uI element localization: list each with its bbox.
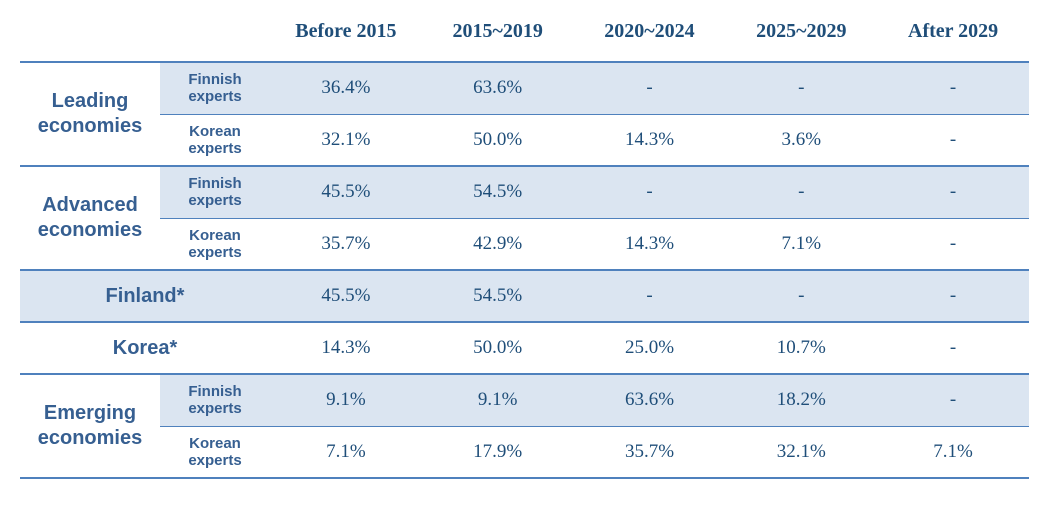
- cell: -: [877, 270, 1029, 322]
- cell: 7.1%: [877, 426, 1029, 478]
- table-row: Korean experts 7.1% 17.9% 35.7% 32.1% 7.…: [20, 426, 1029, 478]
- cell: 9.1%: [270, 374, 422, 426]
- group-emerging: Emerging economies: [20, 374, 160, 478]
- cell: 63.6%: [574, 374, 726, 426]
- sub-finnish: Finnish experts: [160, 62, 270, 114]
- cell: -: [877, 166, 1029, 218]
- cell: -: [877, 322, 1029, 374]
- col-period-2: 2020~2024: [574, 10, 726, 62]
- cell: 25.0%: [574, 322, 726, 374]
- table-row: Finland* 45.5% 54.5% - - -: [20, 270, 1029, 322]
- cell: 14.3%: [574, 114, 726, 166]
- cell: 14.3%: [270, 322, 422, 374]
- sub-korean: Korean experts: [160, 114, 270, 166]
- cell: 45.5%: [270, 166, 422, 218]
- group-finland: Finland*: [20, 270, 270, 322]
- table-row: Emerging economies Finnish experts 9.1% …: [20, 374, 1029, 426]
- cell: -: [877, 374, 1029, 426]
- cell: -: [725, 270, 877, 322]
- cell: 36.4%: [270, 62, 422, 114]
- cell: -: [877, 62, 1029, 114]
- cell: -: [877, 218, 1029, 270]
- sub-korean: Korean experts: [160, 218, 270, 270]
- cell: 42.9%: [422, 218, 574, 270]
- cell: 14.3%: [574, 218, 726, 270]
- expert-survey-table: Before 2015 2015~2019 2020~2024 2025~202…: [20, 10, 1029, 479]
- group-korea: Korea*: [20, 322, 270, 374]
- cell: 18.2%: [725, 374, 877, 426]
- cell: -: [574, 62, 726, 114]
- table-row: Leading economies Finnish experts 36.4% …: [20, 62, 1029, 114]
- table-row: Korean experts 32.1% 50.0% 14.3% 3.6% -: [20, 114, 1029, 166]
- col-period-4: After 2029: [877, 10, 1029, 62]
- cell: 54.5%: [422, 270, 574, 322]
- group-leading: Leading economies: [20, 62, 160, 166]
- sub-korean: Korean experts: [160, 426, 270, 478]
- sub-finnish: Finnish experts: [160, 166, 270, 218]
- cell: 9.1%: [422, 374, 574, 426]
- cell: -: [574, 166, 726, 218]
- cell: -: [725, 166, 877, 218]
- header-blank: [20, 10, 270, 62]
- cell: 35.7%: [574, 426, 726, 478]
- cell: 50.0%: [422, 322, 574, 374]
- cell: 32.1%: [270, 114, 422, 166]
- cell: 45.5%: [270, 270, 422, 322]
- header-row: Before 2015 2015~2019 2020~2024 2025~202…: [20, 10, 1029, 62]
- cell: -: [725, 62, 877, 114]
- sub-finnish: Finnish experts: [160, 374, 270, 426]
- cell: 3.6%: [725, 114, 877, 166]
- col-period-1: 2015~2019: [422, 10, 574, 62]
- cell: 17.9%: [422, 426, 574, 478]
- cell: 63.6%: [422, 62, 574, 114]
- cell: 7.1%: [725, 218, 877, 270]
- cell: 7.1%: [270, 426, 422, 478]
- cell: 10.7%: [725, 322, 877, 374]
- col-period-3: 2025~2029: [725, 10, 877, 62]
- cell: 35.7%: [270, 218, 422, 270]
- cell: -: [574, 270, 726, 322]
- col-period-0: Before 2015: [270, 10, 422, 62]
- cell: 54.5%: [422, 166, 574, 218]
- table-row: Advanced economies Finnish experts 45.5%…: [20, 166, 1029, 218]
- cell: 32.1%: [725, 426, 877, 478]
- cell: -: [877, 114, 1029, 166]
- group-advanced: Advanced economies: [20, 166, 160, 270]
- table-row: Korea* 14.3% 50.0% 25.0% 10.7% -: [20, 322, 1029, 374]
- cell: 50.0%: [422, 114, 574, 166]
- table-row: Korean experts 35.7% 42.9% 14.3% 7.1% -: [20, 218, 1029, 270]
